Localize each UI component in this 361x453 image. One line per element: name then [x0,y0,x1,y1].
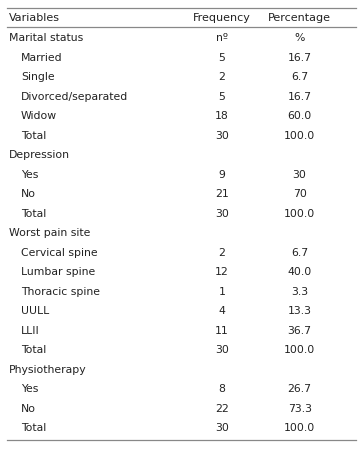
Text: Cervical spine: Cervical spine [21,248,97,258]
Text: No: No [21,189,36,199]
Text: 16.7: 16.7 [288,53,312,63]
Text: No: No [21,404,36,414]
Text: 22: 22 [215,404,229,414]
Text: Variables: Variables [9,14,60,24]
Text: 4: 4 [218,306,226,316]
Text: 12: 12 [215,267,229,277]
Text: Marital status: Marital status [9,34,83,43]
Text: 21: 21 [215,189,229,199]
Text: 2: 2 [218,72,226,82]
Text: 100.0: 100.0 [284,423,315,434]
Text: 30: 30 [215,345,229,355]
Text: 70: 70 [293,189,306,199]
Text: 1: 1 [218,287,226,297]
Text: 5: 5 [218,53,226,63]
Text: Depression: Depression [9,150,70,160]
Text: 36.7: 36.7 [288,326,312,336]
Text: 6.7: 6.7 [291,72,308,82]
Text: 16.7: 16.7 [288,92,312,102]
Text: 13.3: 13.3 [288,306,312,316]
Text: UULL: UULL [21,306,49,316]
Text: 100.0: 100.0 [284,131,315,141]
Text: Worst pain site: Worst pain site [9,228,90,238]
Text: 8: 8 [218,384,226,394]
Text: Yes: Yes [21,384,38,394]
Text: 9: 9 [218,170,226,180]
Text: 11: 11 [215,326,229,336]
Text: 100.0: 100.0 [284,345,315,355]
Text: Percentage: Percentage [268,14,331,24]
Text: 30: 30 [215,423,229,434]
Text: 100.0: 100.0 [284,209,315,219]
Text: Total: Total [21,345,46,355]
Text: Physiotherapy: Physiotherapy [9,365,87,375]
Text: 30: 30 [293,170,306,180]
Text: 18: 18 [215,111,229,121]
Text: 2: 2 [218,248,226,258]
Text: nº: nº [216,34,228,43]
Text: 3.3: 3.3 [291,287,308,297]
Text: Widow: Widow [21,111,57,121]
Text: Yes: Yes [21,170,38,180]
Text: 6.7: 6.7 [291,248,308,258]
Text: Lumbar spine: Lumbar spine [21,267,95,277]
Text: Frequency: Frequency [193,14,251,24]
Text: Single: Single [21,72,55,82]
Text: 5: 5 [218,92,226,102]
Text: Total: Total [21,423,46,434]
Text: 26.7: 26.7 [288,384,312,394]
Text: Divorced/separated: Divorced/separated [21,92,128,102]
Text: Married: Married [21,53,63,63]
Text: 30: 30 [215,131,229,141]
Text: Total: Total [21,209,46,219]
Text: Thoracic spine: Thoracic spine [21,287,100,297]
Text: 40.0: 40.0 [287,267,312,277]
Text: 73.3: 73.3 [288,404,312,414]
Text: Total: Total [21,131,46,141]
Text: LLII: LLII [21,326,40,336]
Text: %: % [295,34,305,43]
Text: 30: 30 [215,209,229,219]
Text: 60.0: 60.0 [287,111,312,121]
